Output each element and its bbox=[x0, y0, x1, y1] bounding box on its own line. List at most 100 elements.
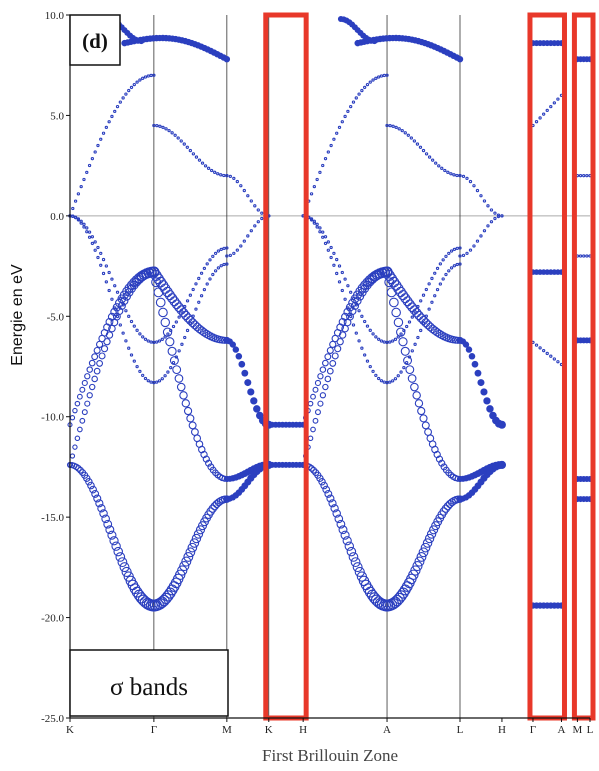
ml-d bbox=[574, 496, 593, 503]
band-point bbox=[385, 380, 389, 385]
band-point bbox=[433, 294, 437, 298]
ml-a bbox=[574, 56, 593, 63]
band-point bbox=[85, 478, 93, 486]
band-point bbox=[368, 364, 372, 369]
band-point bbox=[93, 240, 97, 244]
band-point bbox=[96, 245, 100, 250]
band-point bbox=[461, 253, 466, 257]
band-point bbox=[153, 287, 164, 298]
band-point bbox=[480, 388, 488, 396]
band-point bbox=[357, 309, 361, 313]
band-point bbox=[143, 75, 148, 79]
band-point bbox=[95, 499, 104, 508]
band-point bbox=[321, 163, 325, 168]
band-point bbox=[90, 241, 95, 246]
band-point bbox=[152, 340, 156, 345]
band-point bbox=[386, 287, 397, 298]
band-point bbox=[465, 251, 469, 255]
band-point bbox=[208, 277, 212, 281]
band-point bbox=[138, 369, 142, 374]
band-point bbox=[336, 519, 346, 529]
band-point bbox=[99, 137, 103, 141]
band-point bbox=[149, 380, 153, 384]
band-point bbox=[462, 341, 470, 348]
legend-box: σ bands bbox=[69, 649, 229, 717]
band-point bbox=[396, 374, 400, 378]
band-point bbox=[127, 346, 131, 350]
band-point bbox=[79, 386, 86, 393]
band-point bbox=[82, 222, 86, 226]
band-point bbox=[368, 592, 381, 604]
pi-up-kg-hal bbox=[301, 73, 389, 218]
band-point bbox=[322, 359, 329, 367]
band-point bbox=[455, 262, 459, 267]
sigma-low-kg-hal bbox=[300, 461, 394, 612]
band-point bbox=[438, 459, 446, 467]
band-point bbox=[122, 292, 131, 301]
band-point bbox=[416, 551, 427, 562]
band-point bbox=[242, 188, 246, 193]
band-point bbox=[337, 125, 342, 130]
band-point bbox=[162, 590, 174, 602]
band-point bbox=[538, 346, 542, 350]
band-point bbox=[446, 170, 450, 174]
band-point bbox=[447, 269, 451, 273]
pi-gm-b-kgm bbox=[152, 246, 229, 345]
band-point bbox=[449, 172, 453, 176]
band-point bbox=[135, 328, 139, 332]
band-point bbox=[253, 224, 257, 228]
band-point bbox=[121, 566, 132, 578]
band-point bbox=[357, 339, 361, 343]
band-point bbox=[249, 229, 253, 233]
band-point bbox=[165, 337, 175, 347]
band-point bbox=[132, 277, 142, 287]
band-point bbox=[105, 317, 114, 326]
band-point bbox=[131, 586, 143, 598]
band-point bbox=[389, 596, 401, 609]
band-point bbox=[337, 264, 342, 268]
band-point bbox=[479, 234, 483, 238]
band-point bbox=[371, 78, 375, 82]
band-point bbox=[186, 414, 195, 423]
band-point bbox=[194, 282, 198, 286]
band-point bbox=[181, 399, 190, 408]
band-point bbox=[350, 557, 361, 568]
band-point bbox=[374, 335, 378, 339]
band-point bbox=[202, 288, 207, 292]
band-point bbox=[169, 366, 173, 370]
x-tick-label-7: H bbox=[498, 724, 506, 736]
band-point bbox=[182, 142, 186, 146]
band-point bbox=[414, 310, 424, 321]
band-point bbox=[370, 594, 383, 606]
band-point bbox=[225, 174, 229, 178]
sigma-mk-c-hal bbox=[457, 460, 506, 503]
band-point bbox=[174, 320, 178, 324]
band-point bbox=[458, 246, 462, 250]
band-point bbox=[354, 303, 358, 307]
band-point bbox=[379, 379, 384, 383]
band-point bbox=[99, 263, 103, 267]
band-point bbox=[166, 332, 170, 336]
band-point bbox=[235, 352, 243, 360]
band-point bbox=[419, 328, 423, 333]
x-tick-label-6: L bbox=[457, 724, 464, 736]
band-point bbox=[199, 294, 204, 298]
band-point bbox=[163, 335, 167, 339]
band-point bbox=[585, 174, 589, 178]
band-point bbox=[73, 199, 78, 203]
band-point bbox=[149, 340, 153, 344]
band-point bbox=[475, 239, 480, 243]
band-point bbox=[312, 417, 319, 424]
band-point bbox=[96, 143, 100, 148]
band-point bbox=[211, 254, 215, 258]
band-point bbox=[110, 277, 114, 281]
band-point bbox=[321, 235, 325, 239]
band-point bbox=[549, 354, 553, 358]
band-point bbox=[472, 244, 476, 248]
band-point bbox=[117, 557, 128, 568]
band-point bbox=[223, 55, 231, 63]
band-point bbox=[322, 383, 329, 391]
band-point bbox=[364, 586, 376, 598]
band-point bbox=[403, 131, 407, 135]
band-point bbox=[472, 184, 476, 188]
